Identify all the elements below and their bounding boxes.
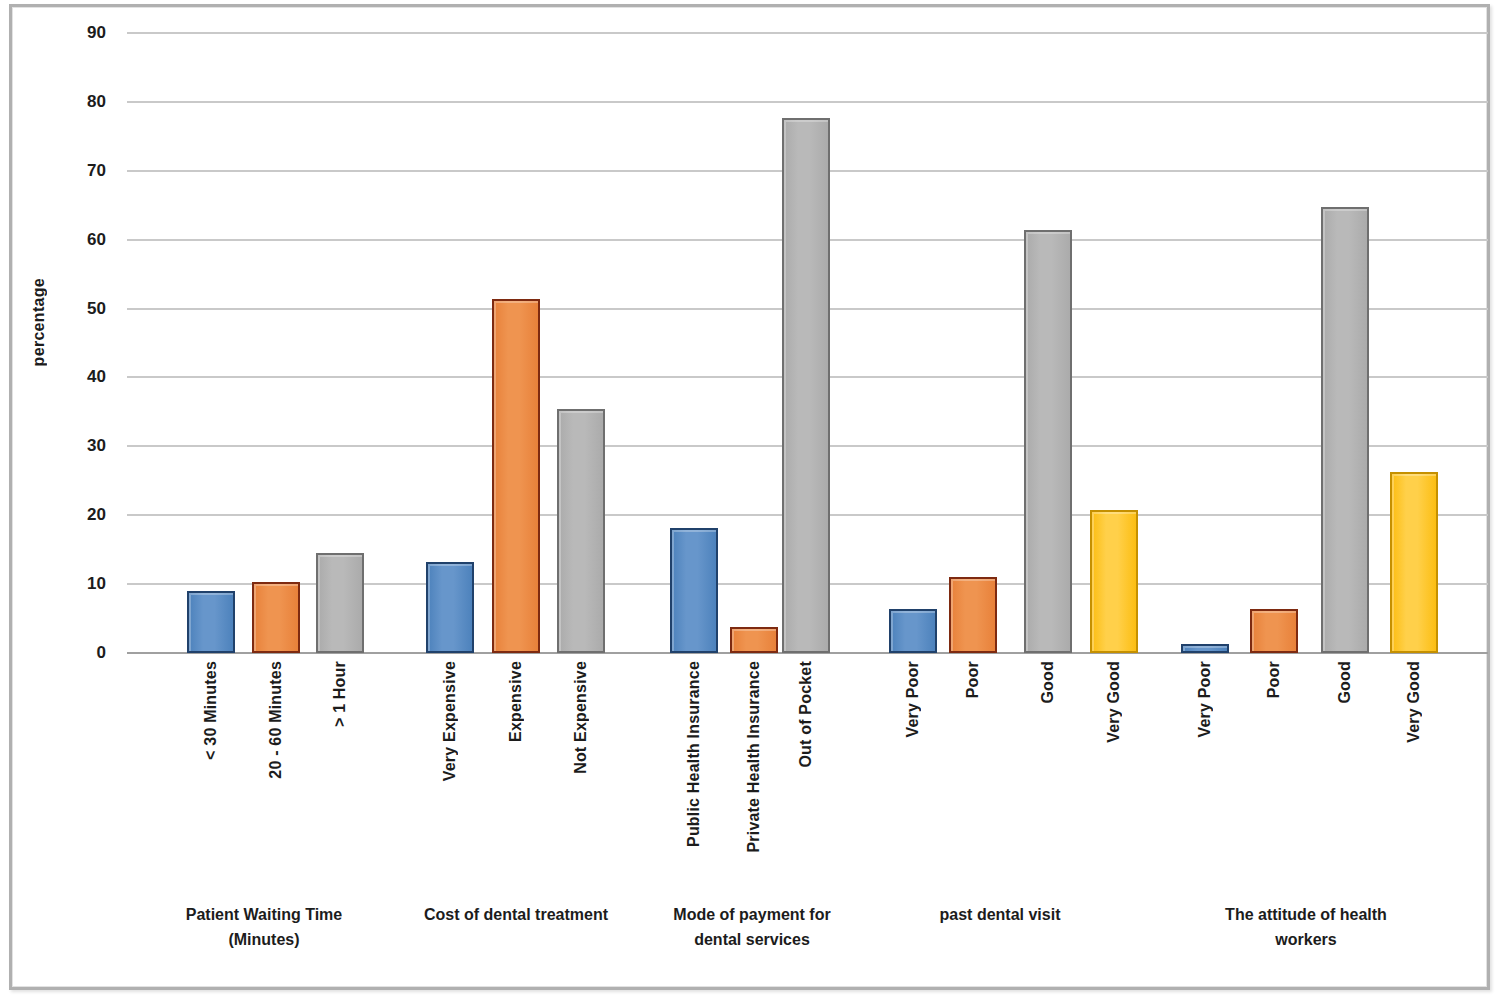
y-tick-label: 60 bbox=[44, 228, 106, 252]
bar bbox=[1181, 644, 1229, 653]
y-tick-label: 80 bbox=[44, 90, 106, 114]
x-tick-label: Very Good bbox=[1101, 661, 1127, 911]
bar bbox=[1090, 510, 1138, 653]
y-gridline bbox=[127, 101, 1488, 103]
y-tick-label: 90 bbox=[44, 21, 106, 45]
group-label: past dental visit bbox=[850, 903, 1150, 928]
bar bbox=[730, 627, 778, 653]
bar bbox=[1321, 207, 1369, 653]
group-label: The attitude of health workers bbox=[1156, 903, 1456, 953]
x-tick-label: Very Poor bbox=[900, 661, 926, 911]
x-tick-label: Out of Pocket bbox=[793, 661, 819, 911]
bar bbox=[782, 118, 830, 653]
x-tick-label: Good bbox=[1035, 661, 1061, 911]
bar bbox=[1024, 230, 1072, 653]
x-tick-label: 20 - 60 Minutes bbox=[263, 661, 289, 911]
x-tick-label: Poor bbox=[960, 661, 986, 911]
bar bbox=[1390, 472, 1438, 653]
x-tick-label: Good bbox=[1332, 661, 1358, 911]
y-tick-label: 10 bbox=[44, 572, 106, 596]
bar bbox=[1250, 609, 1298, 653]
x-tick-label: Not Expensive bbox=[568, 661, 594, 911]
plot-area bbox=[127, 33, 1488, 653]
bar bbox=[949, 577, 997, 653]
y-axis-title: percentage bbox=[30, 278, 48, 366]
bar bbox=[426, 562, 474, 653]
x-tick-label: Expensive bbox=[503, 661, 529, 911]
y-tick-label: 0 bbox=[44, 641, 106, 665]
bar bbox=[889, 609, 937, 653]
bar bbox=[252, 582, 300, 653]
y-tick-label: 50 bbox=[44, 297, 106, 321]
x-tick-label: Very Expensive bbox=[437, 661, 463, 911]
y-tick-label: 70 bbox=[44, 159, 106, 183]
bar bbox=[316, 553, 364, 653]
y-tick-label: 40 bbox=[44, 365, 106, 389]
bar bbox=[187, 591, 235, 653]
x-tick-label: Private Health Insurance bbox=[741, 661, 767, 911]
bar bbox=[670, 528, 718, 653]
bar bbox=[492, 299, 540, 653]
x-tick-label: < 30 Minutes bbox=[198, 661, 224, 911]
x-tick-label: > 1 Hour bbox=[327, 661, 353, 911]
bar bbox=[557, 409, 605, 653]
y-tick-label: 30 bbox=[44, 434, 106, 458]
x-tick-label: Poor bbox=[1261, 661, 1287, 911]
x-tick-label: Very Poor bbox=[1192, 661, 1218, 911]
y-tick-label: 20 bbox=[44, 503, 106, 527]
y-gridline bbox=[127, 32, 1488, 34]
x-tick-label: Public Health Insurance bbox=[681, 661, 707, 911]
x-tick-label: Very Good bbox=[1401, 661, 1427, 911]
